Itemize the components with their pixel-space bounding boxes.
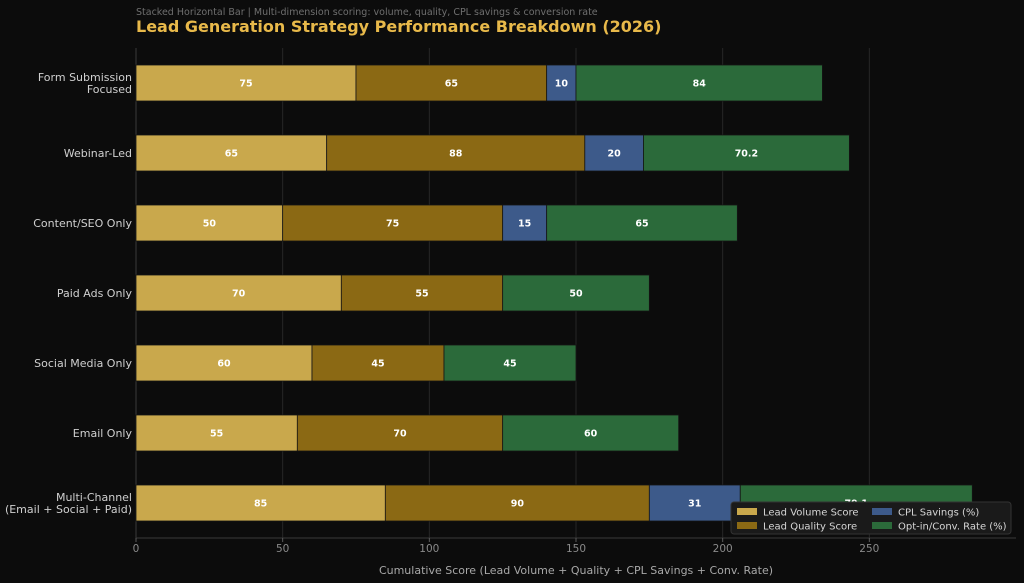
bar-segment bbox=[135, 64, 357, 102]
bar-data-label: 60 bbox=[584, 429, 598, 440]
bar-segment bbox=[546, 204, 738, 242]
bar-segment bbox=[443, 344, 577, 382]
legend-swatch bbox=[737, 508, 757, 515]
bar-segment bbox=[584, 134, 644, 172]
y-category-label: Paid Ads Only bbox=[57, 287, 133, 300]
x-tick-label: 150 bbox=[566, 543, 586, 555]
y-category-label: Focused bbox=[87, 83, 132, 96]
x-tick-label: 0 bbox=[133, 543, 140, 555]
legend-swatch bbox=[872, 508, 892, 515]
bar-segment bbox=[296, 414, 504, 452]
bar-data-label: 31 bbox=[688, 499, 701, 510]
bar-data-label: 90 bbox=[511, 499, 525, 510]
bar-data-label: 45 bbox=[371, 359, 384, 370]
bar-data-label: 65 bbox=[635, 219, 648, 230]
bar-segment bbox=[282, 204, 504, 242]
plot-area: 0 50 100 150 200 250 75 65 10 84 Form SubmissionFo… bbox=[5, 48, 1016, 555]
bar-segment bbox=[502, 414, 680, 452]
legend-swatch bbox=[737, 522, 757, 529]
y-category-label: Webinar-Led bbox=[64, 147, 132, 160]
bar-segment bbox=[575, 64, 823, 102]
chart-subtitle: Stacked Horizontal Bar | Multi-dimension… bbox=[136, 7, 598, 18]
bar-segment bbox=[135, 414, 298, 452]
chart-title: Lead Generation Strategy Performance Bre… bbox=[136, 17, 661, 36]
legend-label: CPL Savings (%) bbox=[898, 508, 979, 519]
bar-data-label: 55 bbox=[415, 289, 428, 300]
bar-data-label: 65 bbox=[445, 79, 458, 90]
bar-data-label: 50 bbox=[203, 219, 217, 230]
legend-label: Opt-in/Conv. Rate (%) bbox=[898, 522, 1007, 533]
bar-segment bbox=[311, 344, 445, 382]
bar-segment bbox=[502, 274, 650, 312]
y-category-label: Content/SEO Only bbox=[33, 217, 132, 230]
bar-data-label: 65 bbox=[225, 149, 238, 160]
x-tick-label: 200 bbox=[713, 543, 733, 555]
bar-segment bbox=[135, 204, 284, 242]
bar-data-label: 84 bbox=[693, 79, 707, 90]
y-category-label: Form Submission bbox=[38, 71, 132, 84]
legend-box bbox=[730, 501, 1012, 535]
legend-label: Lead Volume Score bbox=[763, 508, 859, 519]
bar-data-label: 45 bbox=[503, 359, 516, 370]
x-tick-label: 50 bbox=[276, 543, 289, 555]
bar-segment bbox=[135, 274, 342, 312]
bar-data-label: 20 bbox=[608, 149, 622, 160]
y-category-label: (Email + Social + Paid) bbox=[5, 503, 132, 516]
bar-data-label: 70 bbox=[393, 429, 407, 440]
bar-data-label: 85 bbox=[254, 499, 267, 510]
bar-segment bbox=[326, 134, 586, 172]
legend-label: Lead Quality Score bbox=[763, 522, 857, 533]
bar-data-label: 15 bbox=[518, 219, 531, 230]
bar-segment bbox=[643, 134, 850, 172]
y-category-label: Email Only bbox=[73, 427, 133, 440]
x-tick-label: 250 bbox=[859, 543, 879, 555]
bar-segment bbox=[135, 344, 313, 382]
bar-data-label: 55 bbox=[210, 429, 223, 440]
bar-data-label: 75 bbox=[386, 219, 399, 230]
x-tick-label: 100 bbox=[419, 543, 439, 555]
bar-data-label: 70.2 bbox=[735, 149, 758, 160]
bar-segment bbox=[135, 484, 386, 522]
bar-segment bbox=[355, 64, 548, 102]
bar-data-label: 70 bbox=[232, 289, 246, 300]
bar-data-label: 50 bbox=[569, 289, 583, 300]
y-category-label: Social Media Only bbox=[34, 357, 132, 370]
bar-data-label: 75 bbox=[239, 79, 252, 90]
y-category-label: Multi-Channel bbox=[56, 491, 132, 504]
x-axis-label: Cumulative Score (Lead Volume + Quality … bbox=[379, 564, 773, 577]
legend: Lead Volume Score Lead Quality Score CPL S… bbox=[730, 501, 1012, 535]
bar-segment bbox=[502, 204, 548, 242]
bar-segment bbox=[135, 134, 328, 172]
bar-segment bbox=[384, 484, 650, 522]
bar-segment bbox=[546, 64, 577, 102]
bar-data-label: 60 bbox=[217, 359, 231, 370]
bar-data-label: 88 bbox=[449, 149, 463, 160]
legend-swatch bbox=[872, 522, 892, 529]
bar-segment bbox=[340, 274, 504, 312]
bar-data-label: 10 bbox=[555, 79, 569, 90]
